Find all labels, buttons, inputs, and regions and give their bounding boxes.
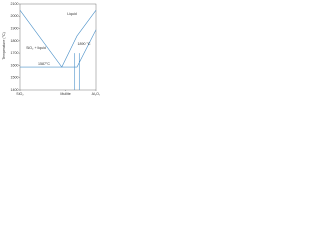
y-tick-label: 1600 bbox=[11, 63, 19, 67]
annotation: Liquid bbox=[67, 12, 77, 16]
x-tick-label: SiO₂ bbox=[16, 92, 24, 96]
y-axis-label: Temperature (°C) bbox=[2, 32, 6, 60]
y-tick-label: 2000 bbox=[11, 14, 19, 18]
chart: Temperature (°C) 1400 1500 1600 1700 1800 190… bbox=[2, 2, 100, 96]
y-tick-label: 1800 bbox=[11, 39, 19, 43]
phase-boundary bbox=[19, 9, 97, 68]
x-tick-label: Al₂O₃ bbox=[92, 92, 100, 96]
page: {"chart_data": {"type": "line", "y_label… bbox=[0, 0, 100, 104]
phase-boundary bbox=[61, 29, 97, 68]
y-tick-label: 1500 bbox=[11, 76, 19, 80]
annotation: 1587°C bbox=[38, 62, 50, 66]
plot-frame bbox=[19, 3, 97, 91]
y-tick-label: 1900 bbox=[11, 27, 19, 31]
annotation: 1890 °C bbox=[77, 42, 90, 46]
annotation: SiO₂ + liquid bbox=[26, 46, 46, 50]
y-tick-label: 2100 bbox=[11, 2, 19, 6]
y-tick-label: 1400 bbox=[11, 88, 19, 92]
x-tick-label: Mullite bbox=[60, 92, 70, 96]
y-tick-label: 1700 bbox=[11, 51, 19, 55]
